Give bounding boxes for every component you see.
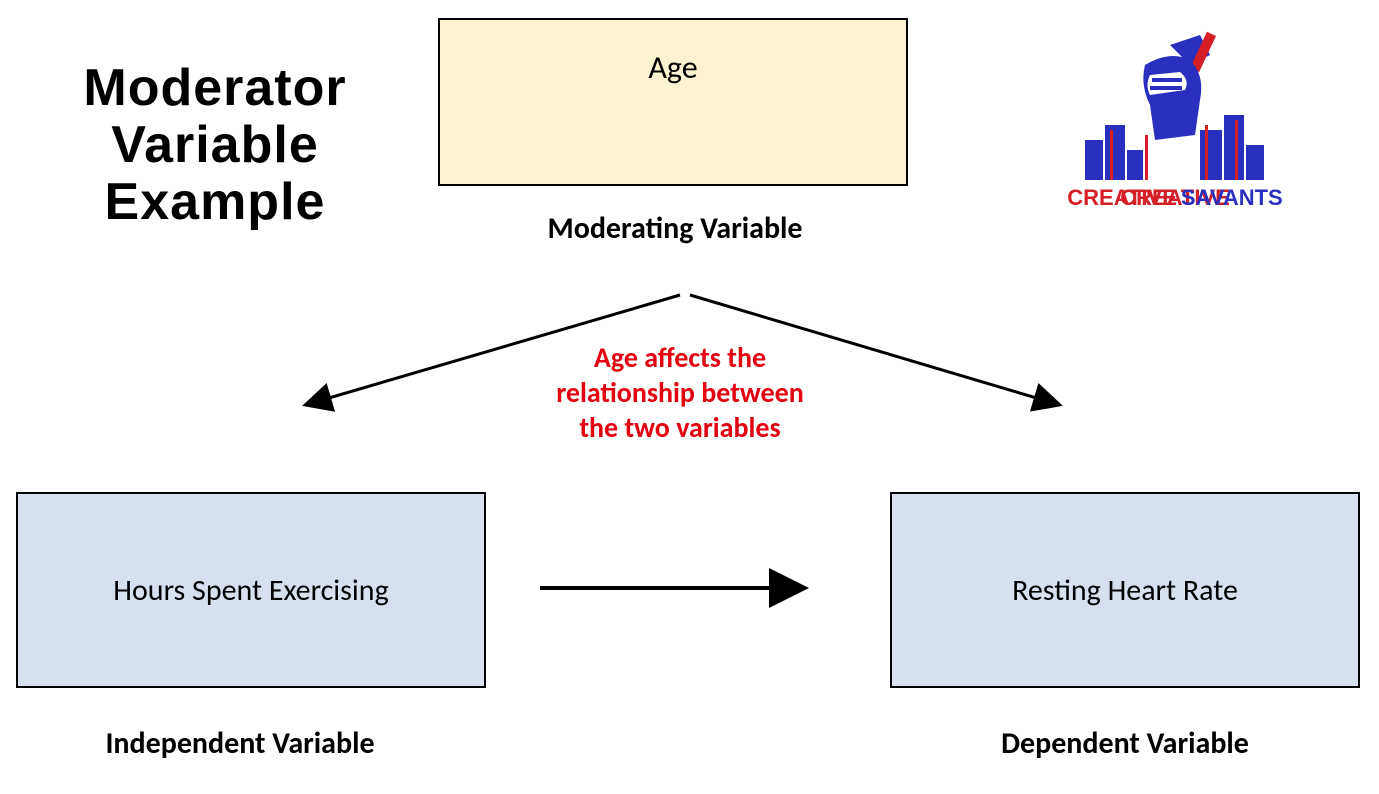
- logo-fist-icon: [1143, 32, 1216, 140]
- svg-text:CREATIVESAVANTS: CREATIVESAVANTS: [1067, 185, 1282, 210]
- creative-savants-logo: CREATIVE CREATIVESAVANTS: [1050, 30, 1300, 230]
